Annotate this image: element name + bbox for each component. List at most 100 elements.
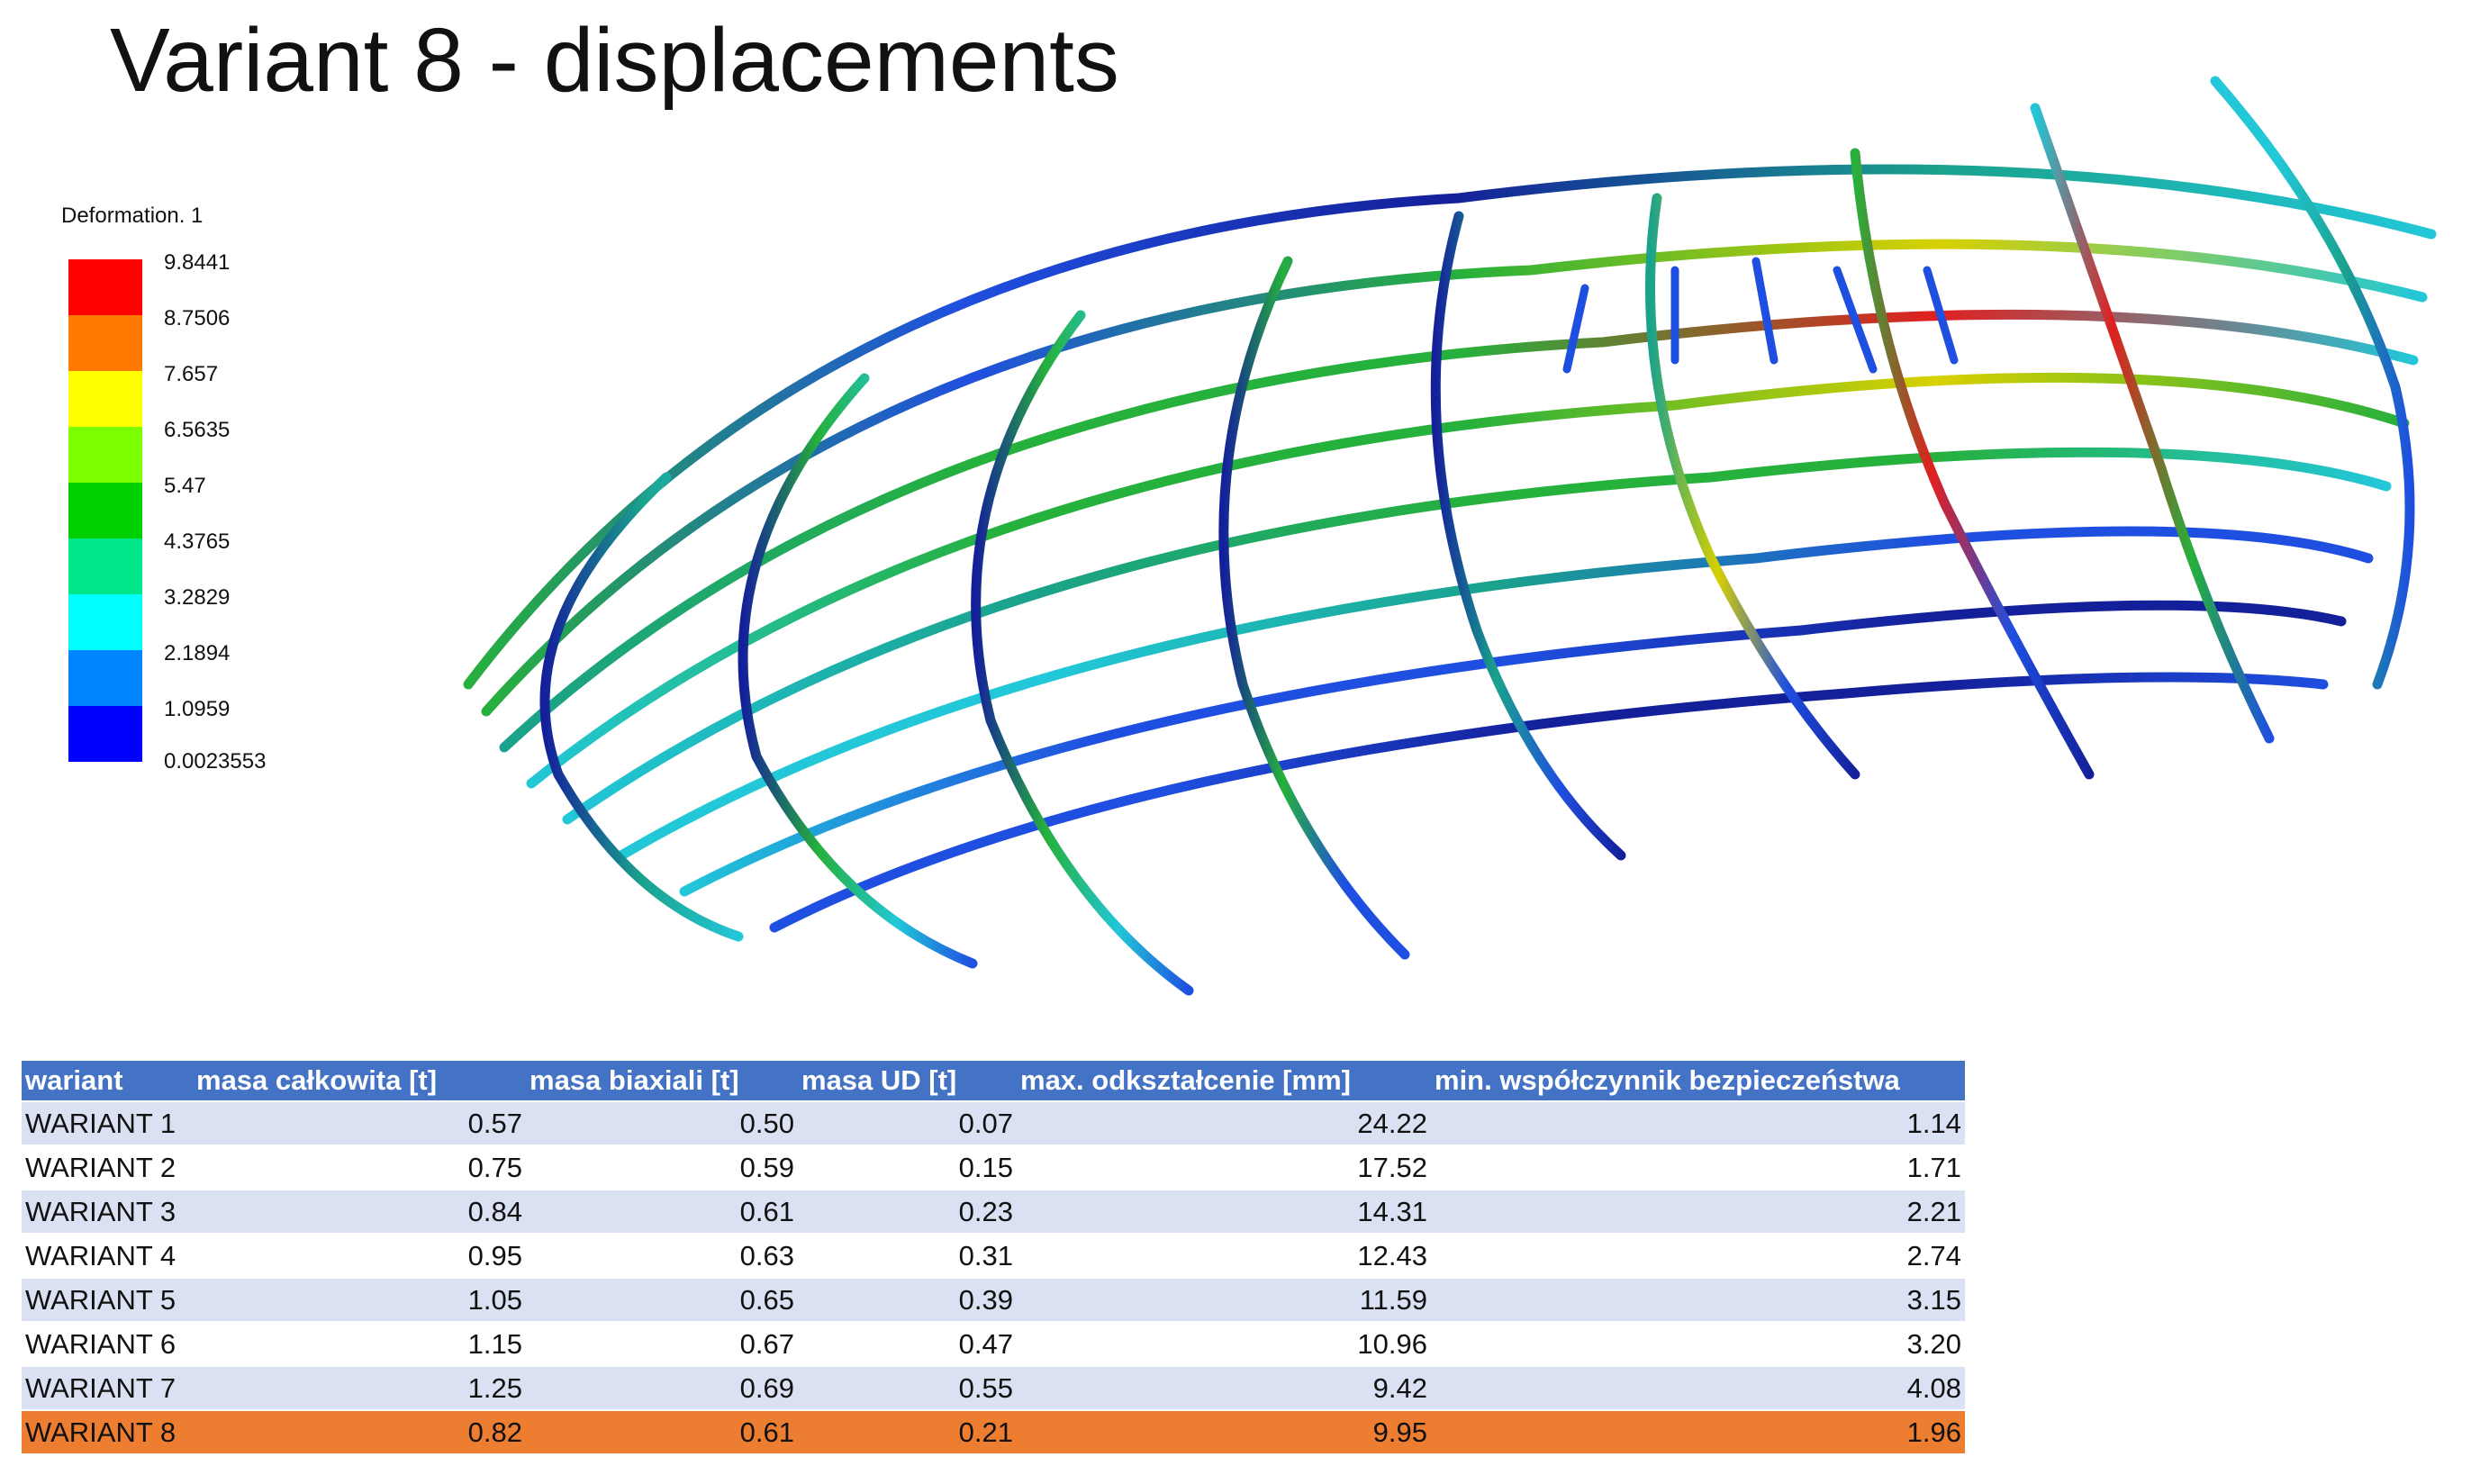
deformed-shell-structure [463,76,2437,996]
cell-biaxial-mass: 0.59 [526,1145,798,1190]
table-header-row: wariant masa całkowita [t] masa biaxiali… [22,1061,1965,1102]
legend-swatch-1 [68,259,142,315]
cell-wariant: WARIANT 4 [22,1234,193,1278]
legend-swatch-3 [68,371,142,427]
cell-min-safety-factor: 3.15 [1431,1278,1965,1322]
legend-swatch-2 [68,315,142,371]
cell-ud-mass: 0.07 [798,1101,1017,1145]
legend-title: Deformation. 1 [61,204,204,228]
cell-total-mass: 1.25 [193,1366,526,1410]
cell-biaxial-mass: 0.67 [526,1322,798,1366]
cell-wariant: WARIANT 8 [22,1410,193,1454]
table-row: WARIANT 4 0.95 0.63 0.31 12.43 2.74 [22,1234,1965,1278]
cell-max-deformation: 9.42 [1017,1366,1431,1410]
longitudinal-rib [769,672,2329,933]
cell-max-deformation: 14.31 [1017,1190,1431,1234]
table-row: WARIANT 7 1.25 0.69 0.55 9.42 4.08 [22,1366,1965,1410]
legend-swatch-8 [68,650,142,706]
header-wariant: wariant [22,1061,193,1102]
header-biaxial-mass: masa biaxiali [t] [526,1061,798,1102]
longitudinal-rib [499,309,2419,753]
cell-min-safety-factor: 1.71 [1431,1145,1965,1190]
cell-total-mass: 0.57 [193,1101,526,1145]
longitudinal-rib [562,447,2392,825]
cell-total-mass: 0.84 [193,1190,526,1234]
legend-swatch-6 [68,538,142,594]
transverse-arc [1430,211,1626,861]
transverse-arc [2030,103,2275,744]
cell-ud-mass: 0.47 [798,1322,1017,1366]
cell-min-safety-factor: 2.21 [1431,1190,1965,1234]
table-row: WARIANT 3 0.84 0.61 0.23 14.31 2.21 [22,1190,1965,1234]
legend-value-5: 5.47 [164,474,206,498]
legend-value-7: 3.2829 [164,585,231,610]
legend-value-6: 4.3765 [164,529,231,554]
legend-value-2: 8.7506 [164,306,231,330]
transverse-arc [738,373,978,969]
header-ud-mass: masa UD [t] [798,1061,1017,1102]
cell-wariant: WARIANT 6 [22,1322,193,1366]
cell-total-mass: 1.15 [193,1322,526,1366]
table-row: WARIANT 6 1.15 0.67 0.47 10.96 3.20 [22,1322,1965,1366]
legend-swatch-5 [68,483,142,538]
legend-swatch-9 [68,706,142,762]
longitudinal-rib [616,526,2374,861]
cell-min-safety-factor: 1.14 [1431,1101,1965,1145]
cell-biaxial-mass: 0.61 [526,1410,798,1454]
cell-ud-mass: 0.23 [798,1190,1017,1234]
longitudinal-rib [463,164,2437,690]
cell-wariant: WARIANT 5 [22,1278,193,1322]
cell-wariant: WARIANT 7 [22,1366,193,1410]
table-row: WARIANT 5 1.05 0.65 0.39 11.59 3.15 [22,1278,1965,1322]
rib-stub [1923,266,1959,365]
transverse-arc [971,310,1194,996]
cell-total-mass: 0.75 [193,1145,526,1190]
rib-stub [1562,284,1589,374]
transverse-arc [1645,193,1860,780]
cell-wariant: WARIANT 2 [22,1145,193,1190]
table-row: WARIANT 1 0.57 0.50 0.07 24.22 1.14 [22,1101,1965,1145]
cell-max-deformation: 11.59 [1017,1278,1431,1322]
table-row-highlighted: WARIANT 8 0.82 0.61 0.21 9.95 1.96 [22,1410,1965,1454]
cell-biaxial-mass: 0.61 [526,1190,798,1234]
cell-min-safety-factor: 3.20 [1431,1322,1965,1366]
header-max-deformation: max. odkształcenie [mm] [1017,1061,1431,1102]
cell-max-deformation: 10.96 [1017,1322,1431,1366]
cell-total-mass: 1.05 [193,1278,526,1322]
cell-min-safety-factor: 1.96 [1431,1410,1965,1454]
transverse-arc [1850,148,2095,780]
legend-value-9: 1.0959 [164,697,231,721]
cell-total-mass: 0.82 [193,1410,526,1454]
legend-value-10: 0.0023553 [164,749,267,774]
cell-ud-mass: 0.15 [798,1145,1017,1190]
legend-value-8: 2.1894 [164,641,231,665]
structure-ribs [463,76,2437,996]
cell-biaxial-mass: 0.63 [526,1234,798,1278]
legend-value-3: 7.657 [164,362,219,386]
rib-stub [1833,266,1878,374]
cell-wariant: WARIANT 3 [22,1190,193,1234]
longitudinal-rib [679,600,2347,897]
longitudinal-rib [481,239,2428,717]
cell-max-deformation: 12.43 [1017,1234,1431,1278]
variants-table: wariant masa całkowita [t] masa biaxiali… [22,1061,1965,1455]
cell-max-deformation: 17.52 [1017,1145,1431,1190]
longitudinal-rib [526,372,2410,789]
legend-swatch-7 [68,594,142,650]
cell-ud-mass: 0.31 [798,1234,1017,1278]
cell-wariant: WARIANT 1 [22,1101,193,1145]
legend-swatch-4 [68,427,142,483]
cell-ud-mass: 0.39 [798,1278,1017,1322]
rib-stub [1751,257,1779,365]
table-row: WARIANT 2 0.75 0.59 0.15 17.52 1.71 [22,1145,1965,1190]
transverse-arc [2210,76,2415,690]
cell-min-safety-factor: 2.74 [1431,1234,1965,1278]
cell-biaxial-mass: 0.65 [526,1278,798,1322]
legend-value-4: 6.5635 [164,418,231,442]
cell-max-deformation: 24.22 [1017,1101,1431,1145]
header-total-mass: masa całkowita [t] [193,1061,526,1102]
header-min-safety-factor: min. współczynnik bezpieczeństwa [1431,1061,1965,1102]
page-title: Variant 8 - displacements [110,10,1119,111]
cell-biaxial-mass: 0.69 [526,1366,798,1410]
cell-total-mass: 0.95 [193,1234,526,1278]
